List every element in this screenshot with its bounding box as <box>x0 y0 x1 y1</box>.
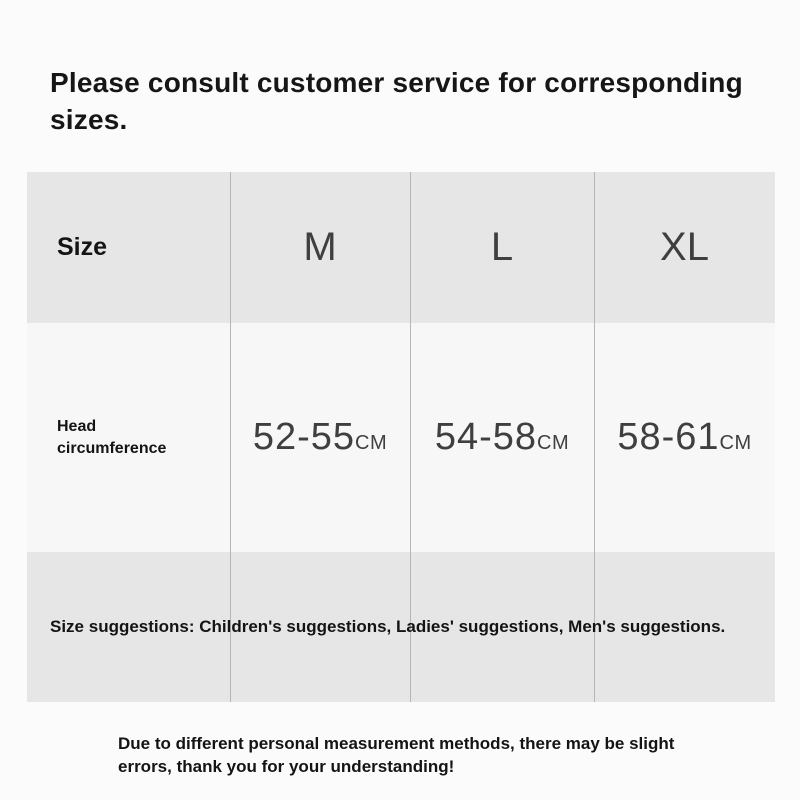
size-chart-table: Size M L XL Head circumference 52-55CM 5… <box>27 172 775 702</box>
value-unit: CM <box>719 432 752 454</box>
value-unit: CM <box>537 432 570 454</box>
table-cell: Head circumference <box>27 323 230 552</box>
size-suggestions-text: Size suggestions: Children's suggestions… <box>50 617 726 636</box>
table-cell: 54-58CM <box>410 323 594 552</box>
column-header-m: M <box>303 225 337 269</box>
value-l: 54-58CM <box>435 416 569 459</box>
column-divider <box>594 172 595 702</box>
column-divider <box>230 172 231 702</box>
value-range: 58-61 <box>617 416 720 458</box>
value-xl: 58-61CM <box>617 416 751 459</box>
value-range: 54-58 <box>434 416 538 458</box>
table-cell: XL <box>594 172 775 323</box>
table-cell: 58-61CM <box>594 323 775 552</box>
table-header-row: Size M L XL <box>27 172 775 323</box>
column-header-l: L <box>490 225 514 269</box>
table-cell: Size <box>27 172 230 323</box>
column-header-xl: XL <box>660 225 709 269</box>
measurement-disclaimer: Due to different personal measurement me… <box>118 734 675 776</box>
table-cell: L <box>410 172 594 323</box>
row-label-head-circumference: Head circumference <box>57 417 167 457</box>
value-m: 52-55CM <box>253 416 387 459</box>
table-suggestions-row: Size suggestions: Children's suggestions… <box>27 552 775 702</box>
table-cell: 52-55CM <box>230 323 410 552</box>
table-cell: M <box>230 172 410 323</box>
page-title: Please consult customer service for corr… <box>50 67 743 135</box>
value-unit: CM <box>355 432 388 454</box>
size-corner-label: Size <box>57 233 108 261</box>
column-divider <box>410 172 411 702</box>
value-range: 52-55 <box>252 416 356 458</box>
table-data-row: Head circumference 52-55CM 54-58CM 58-61… <box>27 323 775 552</box>
